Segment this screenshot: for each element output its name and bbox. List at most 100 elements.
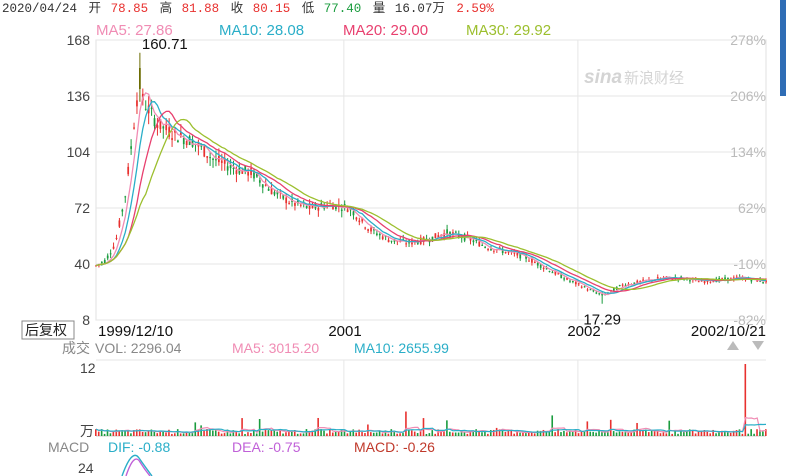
volume-bar bbox=[127, 430, 129, 436]
candle-body bbox=[174, 129, 176, 133]
volume-bar bbox=[109, 433, 112, 436]
volume-bar bbox=[97, 431, 100, 436]
moving-average-lines bbox=[95, 92, 767, 296]
volume-bar bbox=[750, 429, 752, 436]
volume-bar bbox=[513, 433, 515, 436]
volume-bar bbox=[352, 429, 355, 436]
volume-bar bbox=[387, 433, 390, 436]
volume-bar bbox=[624, 432, 627, 436]
volume-bar bbox=[276, 431, 278, 436]
candle-body bbox=[478, 241, 481, 247]
volume-bar bbox=[498, 429, 501, 436]
candle-body bbox=[373, 228, 375, 231]
volume-bar bbox=[396, 433, 398, 436]
volume-bar bbox=[735, 430, 738, 436]
volume-bar bbox=[492, 429, 495, 436]
candle-body bbox=[124, 196, 127, 198]
candle-body bbox=[185, 141, 188, 146]
candle-body bbox=[724, 277, 726, 280]
volume-bar bbox=[147, 431, 150, 436]
candle-body bbox=[504, 251, 507, 254]
volume-bar bbox=[592, 431, 594, 436]
volume-bar bbox=[206, 429, 208, 436]
svg-text:sina: sina bbox=[584, 67, 622, 88]
candle-body bbox=[308, 204, 311, 209]
candle-body bbox=[434, 233, 437, 239]
volume-bar bbox=[317, 417, 319, 436]
candle-body bbox=[136, 100, 138, 107]
change-value: 2.59% bbox=[456, 2, 494, 16]
volume-bar bbox=[665, 433, 668, 436]
candle-body bbox=[168, 127, 171, 137]
candle-body bbox=[250, 168, 252, 175]
price-annotations: 160.71 17.29 bbox=[142, 36, 621, 329]
volume-bar bbox=[671, 433, 673, 436]
volume-grid bbox=[96, 359, 766, 437]
volume-bar bbox=[182, 433, 185, 436]
candle-body bbox=[428, 241, 431, 243]
volume-bar bbox=[197, 430, 200, 436]
volume-bar bbox=[568, 430, 571, 436]
candle-body bbox=[171, 138, 173, 140]
volume-bar bbox=[255, 433, 258, 436]
volume-bar bbox=[437, 429, 439, 436]
volume-bar bbox=[112, 431, 115, 436]
volume-bar bbox=[296, 433, 299, 436]
volume-bar bbox=[100, 429, 103, 436]
volume-bar bbox=[334, 430, 337, 436]
candle-body bbox=[642, 279, 644, 282]
date-tick-label: 2001 bbox=[328, 323, 361, 340]
volume-bar bbox=[171, 433, 173, 436]
ma5-legend: MA5: 27.86 bbox=[96, 22, 173, 39]
volume-bar bbox=[621, 431, 624, 436]
candle-body bbox=[317, 207, 320, 211]
volume-bar bbox=[694, 433, 697, 436]
candle-body bbox=[127, 166, 130, 175]
candle-body bbox=[680, 276, 683, 278]
candle-body bbox=[261, 184, 264, 188]
volume-bar bbox=[566, 432, 568, 436]
volume-panel-controls[interactable] bbox=[727, 341, 764, 350]
candle-body bbox=[750, 279, 753, 282]
ma30-line bbox=[95, 118, 767, 291]
candle-body bbox=[583, 286, 586, 288]
volume-panel-title: 成交 bbox=[62, 340, 90, 356]
volume-bar bbox=[162, 431, 164, 436]
volume-bar bbox=[469, 430, 472, 436]
volume-bar bbox=[530, 432, 533, 436]
candle-body bbox=[361, 218, 364, 222]
candle-body bbox=[206, 156, 209, 158]
volume-bar bbox=[331, 432, 334, 436]
candle-body bbox=[182, 138, 185, 145]
candle-body bbox=[285, 197, 288, 204]
volume-bar bbox=[349, 431, 352, 436]
candle-body bbox=[656, 277, 659, 279]
volume-bar bbox=[212, 430, 214, 436]
sina-watermark: sina 新浪财经 bbox=[584, 67, 684, 88]
volume-bar bbox=[507, 430, 510, 436]
candle-body bbox=[703, 280, 706, 283]
candle-body bbox=[346, 209, 349, 212]
price-axis: 168 278% 136 206% 104 134% 72 62% 40 -10% 8 -82% bbox=[67, 32, 766, 328]
header-date: 2020/04/24 bbox=[2, 2, 77, 16]
candle-body bbox=[612, 288, 615, 291]
volume-bar bbox=[683, 430, 685, 436]
fuquan-button[interactable] bbox=[21, 320, 75, 340]
volume-bar bbox=[422, 418, 425, 436]
candle-body bbox=[636, 280, 639, 284]
candle-body bbox=[712, 280, 715, 283]
candle-body bbox=[367, 229, 369, 231]
candle-body bbox=[574, 281, 577, 285]
volume-bar bbox=[337, 431, 340, 436]
volume-bar bbox=[680, 429, 682, 436]
candle-body bbox=[305, 205, 308, 208]
volume-bar bbox=[577, 433, 580, 436]
side-scroll-tab[interactable] bbox=[780, 0, 786, 96]
candle-body bbox=[100, 262, 103, 264]
vol-axis-top: 12 bbox=[80, 360, 96, 376]
candle-body bbox=[109, 253, 112, 255]
candle-body bbox=[282, 194, 285, 199]
candle-body bbox=[762, 281, 764, 283]
volume-bar bbox=[250, 433, 252, 436]
